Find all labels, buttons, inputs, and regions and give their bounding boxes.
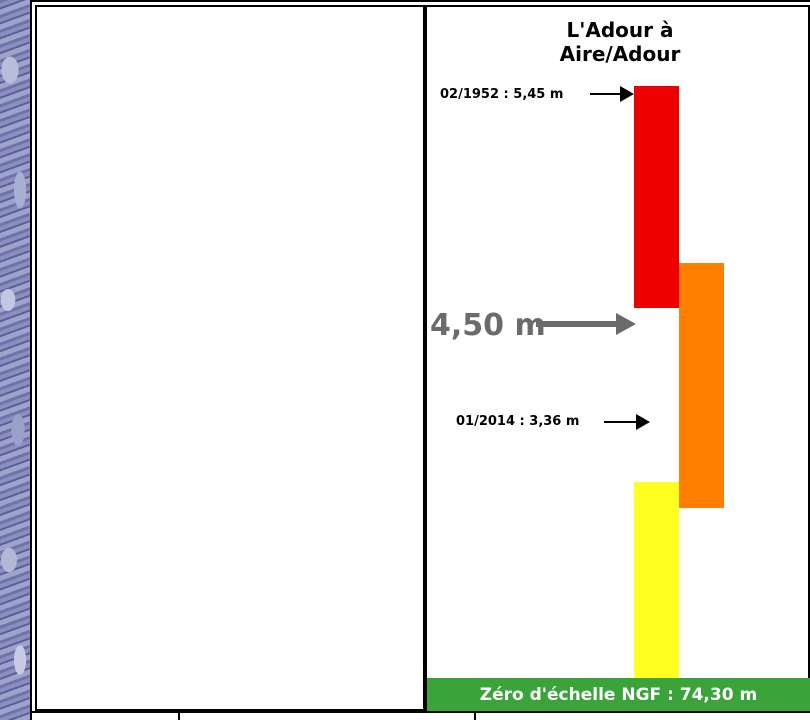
alert-bar-red xyxy=(634,86,679,308)
current-level-label: 4,50 m xyxy=(430,308,546,344)
bottom-cell xyxy=(178,713,474,720)
arrow-right-icon xyxy=(604,414,650,430)
left-panel xyxy=(35,5,425,711)
station-title: L'Adour à Aire/Adour xyxy=(520,18,720,66)
alert-bar-orange xyxy=(679,263,724,508)
arrow-right-icon xyxy=(536,313,636,335)
map-background-strip xyxy=(0,0,30,720)
historic-flood-1952-label: 02/1952 : 5,45 m xyxy=(440,86,563,104)
right-panel xyxy=(425,5,810,711)
arrow-right-icon xyxy=(590,86,634,102)
bottom-cell xyxy=(474,713,810,720)
historic-flood-2014-label: 01/2014 : 3,36 m xyxy=(456,413,579,431)
zero-scale-banner: Zéro d'échelle NGF : 74,30 m xyxy=(427,678,810,711)
alert-bar-yellow xyxy=(634,482,679,678)
